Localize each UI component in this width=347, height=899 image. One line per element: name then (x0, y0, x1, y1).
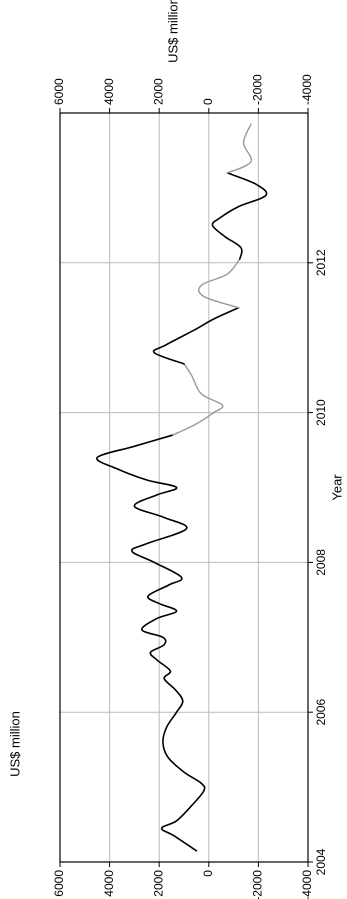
gridlines (60, 113, 308, 862)
y-axis-label-right: US$ million (165, 0, 180, 63)
series-layer (96, 123, 268, 852)
series-line-segment-5 (211, 172, 268, 260)
tick-label-value-right: 6000 (52, 78, 66, 105)
plot-area-frame (59, 112, 309, 863)
tick-label-value-left: -2000 (251, 870, 265, 899)
tick-label-value-right: -2000 (251, 74, 265, 105)
tick-label-value-left: 6000 (52, 870, 66, 897)
tick-label-value-right: 4000 (102, 78, 116, 105)
tick-label-value-left: -4000 (300, 870, 314, 899)
tick-label-value-right: -4000 (300, 74, 314, 105)
tick-label-year: 2010 (314, 399, 328, 426)
ticks-layer: 2004 2006 2008 2010 2012 6000 4000 2000 0 -2000 -4… (52, 74, 328, 899)
tick-label-year: 2008 (314, 549, 328, 576)
tick-label-value-left: 0 (201, 870, 215, 877)
series-line-segment-3 (152, 306, 240, 365)
series-line-segment-2 (172, 363, 224, 436)
tick-label-year: 2004 (314, 848, 328, 875)
tick-label-value-left: 2000 (151, 870, 165, 897)
series-line-segment-6 (226, 123, 253, 174)
tick-label-year: 2006 (314, 699, 328, 726)
series-line-segment-1 (96, 434, 206, 852)
tick-label-value-left: 4000 (102, 870, 116, 897)
y-axis-label-left: US$ million (7, 711, 22, 777)
series-line-segment-4 (198, 258, 241, 309)
x-axis-label: Year (329, 474, 344, 501)
tick-label-year: 2012 (314, 249, 328, 276)
tick-label-value-right: 2000 (151, 78, 165, 105)
tick-label-value-right: 0 (201, 98, 215, 105)
